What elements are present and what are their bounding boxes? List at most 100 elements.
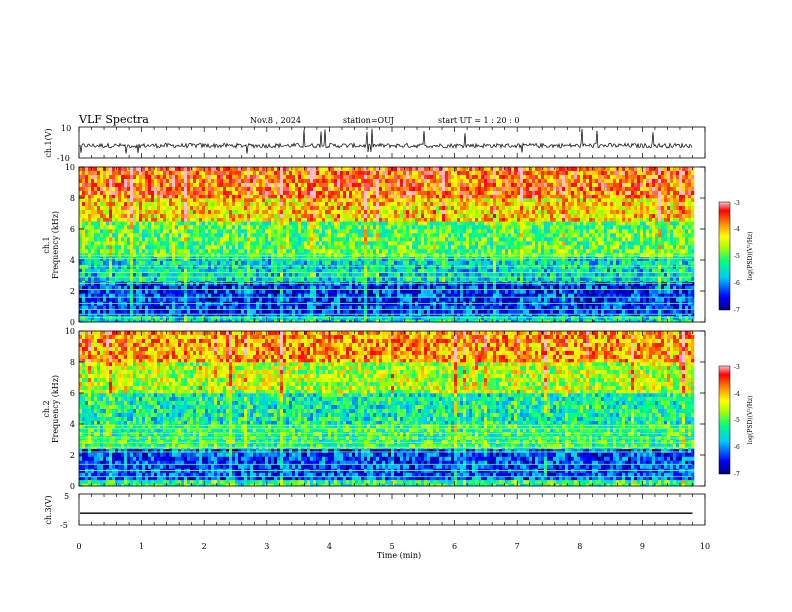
ch1-spectrogram-cell — [190, 175, 194, 180]
ch1-spectrogram-cell — [391, 309, 395, 314]
ch1-spectrogram-cell — [199, 309, 203, 314]
ch1-spectrogram-cell — [253, 233, 257, 238]
ch1-spectrogram-cell — [316, 206, 320, 211]
ch1-spectrogram-cell — [247, 249, 251, 254]
ch1-spectrogram-cell — [94, 229, 98, 234]
ch1-spectrogram-cell — [271, 195, 275, 199]
ch1-spectrogram-cell — [247, 206, 251, 211]
ch1-spectrogram-cell — [433, 305, 437, 310]
ch1-spectrogram-cell — [226, 309, 230, 314]
ch1-spectrogram-cell — [109, 218, 113, 222]
ch1-spectrogram-cell — [319, 241, 323, 246]
ch1-spectrogram-cell — [223, 191, 227, 196]
ch1-spectrogram-cell — [370, 171, 374, 176]
ch1-spectrogram-cell — [145, 285, 149, 290]
ch1-spectrogram-cell — [259, 187, 263, 192]
ch1-spectrogram-cell — [187, 293, 191, 298]
ch1-spectrogram-cell — [364, 195, 368, 199]
ch1-spectrogram-cell — [127, 202, 131, 207]
ch1-spectrogram-cell — [136, 183, 140, 188]
ch1-spectrogram-cell — [208, 264, 212, 270]
ch1-spectrogram-cell — [385, 309, 389, 314]
ch1-spectrogram-cell — [151, 214, 155, 219]
ch1-spectrogram-cell — [226, 285, 230, 290]
ch1-spectrogram-cell — [130, 281, 134, 286]
ch1-spectrogram-cell — [295, 210, 299, 215]
ch1-spectrogram-cell — [262, 198, 266, 203]
ch1-spectrogram-cell — [241, 225, 245, 230]
ch1-spectrogram-cell — [304, 225, 308, 230]
ch1-spectrogram-cell — [352, 195, 356, 199]
ch1-spectrogram-cell — [283, 206, 287, 211]
ch1-spectrogram-cell — [409, 225, 413, 230]
ch1-spectrogram-cell — [274, 229, 278, 234]
ch1-spectrogram-cell — [304, 214, 308, 219]
ch1-spectrogram-cell — [313, 285, 317, 290]
ch1-spectrogram-cell — [370, 237, 374, 242]
ch1-spectrogram-cell — [181, 315, 185, 321]
ch1-spectrogram-cell — [184, 206, 188, 211]
ch1-spectrogram-cell — [313, 281, 317, 286]
ch1-spectrogram-cell — [391, 260, 395, 266]
ch1-spectrogram-cell — [433, 313, 437, 317]
ch1-spectrogram-cell — [397, 225, 401, 230]
ch1-spectrogram-cell — [82, 305, 86, 310]
ch1-spectrogram-cell — [232, 280, 236, 282]
ch1-spectrogram-cell — [283, 233, 287, 238]
ch1-spectrogram-cell — [400, 289, 404, 294]
ch1-spectrogram-cell — [112, 241, 116, 246]
ch1-spectrogram-cell — [88, 289, 92, 294]
ch1-spectrogram-cell — [349, 218, 353, 222]
ch1-spectrogram-cell — [409, 281, 413, 286]
ch1-spectrogram-cell — [85, 206, 89, 211]
ch1-spectrogram-cell — [232, 221, 236, 226]
ch1-spectrogram-cell — [331, 245, 335, 250]
ch1-spectrogram-cell — [409, 293, 413, 298]
ch1-spectrogram-cell — [124, 272, 128, 278]
ch1-spectrogram-cell — [415, 297, 419, 302]
ch1-spectrogram-cell — [367, 264, 371, 270]
ch1-spectrogram-cell — [298, 241, 302, 246]
ch1-spectrogram-cell — [418, 175, 422, 180]
ch1-spectrogram-cell — [388, 202, 392, 207]
ch1-spectrogram-cell — [145, 167, 149, 172]
ch1-spectrogram-cell — [397, 315, 401, 321]
ch1-spectrogram-cell — [274, 268, 278, 274]
ch1-spectrogram-cell — [304, 268, 308, 274]
ch1-spectrogram-cell — [322, 309, 326, 314]
ch1-spectrogram-cell — [229, 214, 233, 219]
ch1-spectrogram-cell — [112, 175, 116, 180]
ch1-spectrogram-cell — [91, 179, 95, 184]
ch1-spectrogram-cell — [148, 241, 152, 246]
ch1-spectrogram-cell — [211, 198, 215, 203]
ch1-spectrogram-cell — [91, 313, 95, 317]
ch1-spectrogram-cell — [358, 210, 362, 215]
ch1-spectrogram-cell — [301, 210, 305, 215]
ch1-spectrogram-cell — [226, 276, 230, 282]
ch1-spectrogram-cell — [262, 237, 266, 242]
ch1-spectrogram-cell — [358, 305, 362, 310]
ch1-spectrogram-cell — [175, 245, 179, 250]
ch1-spectrogram-cell — [277, 281, 281, 286]
ch1-spectrogram-cell — [334, 191, 338, 196]
ch1-spectrogram-cell — [148, 210, 152, 215]
ch1-spectrogram-cell — [262, 225, 266, 230]
ch1-spectrogram-cell — [262, 245, 266, 250]
ch1-spectrogram-cell — [349, 191, 353, 196]
ch1-spectrogram-cell — [250, 260, 254, 266]
ch1-spectrogram-cell — [163, 268, 167, 274]
ch1-spectrogram-cell — [397, 297, 401, 302]
ch1-spectrogram-cell — [340, 229, 344, 234]
ch1-spectrogram-cell — [403, 301, 407, 306]
ch1-spectrogram-cell — [307, 260, 311, 266]
ch1-spectrogram-cell — [232, 289, 236, 294]
ch1-spectrogram-cell — [82, 206, 86, 211]
ch1-spectrogram-cell — [214, 249, 218, 254]
ch1-spectrogram-cell — [280, 305, 284, 310]
ch1-spectrogram-cell — [271, 241, 275, 246]
ch1-spectrogram-cell — [256, 319, 260, 323]
ch1-spectrogram-cell — [283, 301, 287, 306]
ch1-spectrogram-cell — [127, 289, 131, 294]
ch1-spectrogram-cell — [274, 305, 278, 310]
ch1-spectrogram-cell — [385, 272, 389, 278]
